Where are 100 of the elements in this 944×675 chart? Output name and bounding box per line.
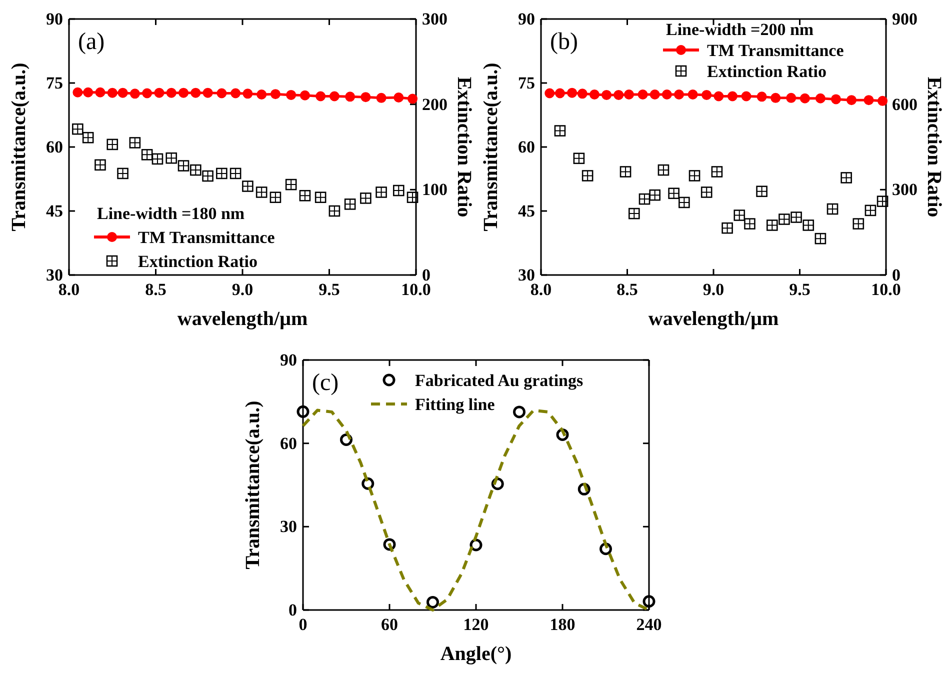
- point: [620, 166, 632, 178]
- point: [216, 88, 227, 98]
- y-tick-label: 60: [280, 434, 297, 453]
- x-axis-title: wavelength/μm: [177, 308, 308, 330]
- legend-label: TM Transmittance: [138, 228, 276, 247]
- legend-label: Extinction Ratio: [707, 62, 826, 81]
- point: [190, 88, 201, 98]
- point: [360, 192, 372, 204]
- legend-label: Fitting line: [415, 395, 496, 414]
- point: [393, 184, 404, 196]
- x-tick-label: 240: [636, 615, 662, 634]
- point: [152, 153, 164, 165]
- point: [674, 90, 684, 100]
- point: [554, 88, 565, 98]
- point: [329, 91, 340, 102]
- point: [178, 88, 189, 98]
- x-tick-label: 60: [381, 615, 398, 634]
- point: [394, 92, 404, 103]
- y-tick-label: 45: [518, 201, 535, 220]
- legend-label: Extinction Ratio: [138, 252, 258, 271]
- y-axis-title: Transmittance(a.u.): [242, 400, 264, 570]
- point: [826, 203, 838, 215]
- point: [285, 178, 297, 190]
- point: [778, 214, 790, 225]
- y-axis-title: Transmittance(a.u.): [8, 62, 30, 232]
- point: [544, 88, 555, 98]
- y-tick-label: 90: [280, 350, 297, 370]
- point: [300, 90, 310, 100]
- point: [82, 132, 94, 144]
- point: [624, 90, 634, 100]
- point: [756, 92, 767, 102]
- legend-title: Line-width =200 nm: [666, 20, 814, 39]
- x-tick-label: 9.5: [789, 280, 810, 300]
- point: [426, 596, 439, 608]
- point: [852, 218, 864, 230]
- point: [230, 88, 241, 98]
- point: [142, 88, 152, 98]
- y-tick-label: 30: [280, 517, 297, 536]
- y-tick-label: 75: [46, 73, 63, 92]
- point: [513, 406, 526, 418]
- point: [130, 88, 140, 99]
- point: [256, 186, 268, 198]
- annotation: (b): [550, 29, 578, 55]
- point: [876, 196, 888, 207]
- y2-tick-label: 900: [892, 9, 918, 28]
- point: [408, 94, 418, 104]
- point: [202, 88, 213, 98]
- point: [344, 198, 356, 210]
- point: [376, 92, 386, 103]
- point: [117, 168, 128, 180]
- point: [702, 90, 712, 100]
- annotation: (c): [312, 370, 339, 396]
- point: [190, 164, 202, 176]
- point: [83, 87, 94, 98]
- point: [700, 186, 712, 198]
- point: [567, 88, 578, 98]
- point: [864, 95, 874, 106]
- point: [107, 88, 118, 98]
- point: [662, 90, 672, 100]
- legend-label: TM Transmittance: [707, 41, 844, 60]
- point: [744, 218, 756, 230]
- y2-tick-label: 300: [422, 9, 448, 28]
- y-tick-label: 60: [518, 137, 535, 156]
- point: [270, 89, 280, 100]
- point: [314, 192, 326, 203]
- y2-tick-label: 600: [892, 94, 918, 114]
- point: [741, 91, 752, 102]
- point: [573, 152, 585, 164]
- y2-axis-title: Extinction Ratio: [453, 76, 475, 218]
- x-axis-title: wavelength/μm: [648, 308, 779, 330]
- x-tick-label: 8.5: [616, 280, 638, 300]
- point: [230, 168, 242, 180]
- point: [166, 88, 176, 98]
- y-tick-label: 45: [46, 201, 63, 220]
- point: [711, 166, 723, 178]
- point: [154, 88, 164, 98]
- point: [658, 164, 670, 176]
- point: [360, 92, 371, 102]
- point: [345, 92, 356, 102]
- point: [577, 88, 588, 99]
- x-axis-title: Angle(°): [440, 643, 512, 665]
- point: [638, 193, 650, 205]
- point: [256, 90, 267, 100]
- y-tick-label: 90: [46, 9, 63, 28]
- point: [118, 88, 128, 98]
- y-tick-label: 90: [518, 9, 535, 28]
- y2-tick-label: 100: [422, 180, 448, 200]
- point: [864, 204, 876, 216]
- point: [270, 192, 282, 203]
- point: [328, 205, 340, 217]
- x-tick-label: 9.5: [318, 280, 340, 300]
- x-tick-label: 9.0: [702, 280, 724, 300]
- point: [602, 90, 612, 100]
- point: [242, 88, 253, 99]
- legend-title: Line-width =180 nm: [97, 204, 245, 223]
- point: [129, 137, 141, 148]
- point: [786, 92, 796, 103]
- point: [316, 91, 326, 102]
- point: [178, 160, 190, 172]
- y2-tick-label: 200: [422, 94, 448, 114]
